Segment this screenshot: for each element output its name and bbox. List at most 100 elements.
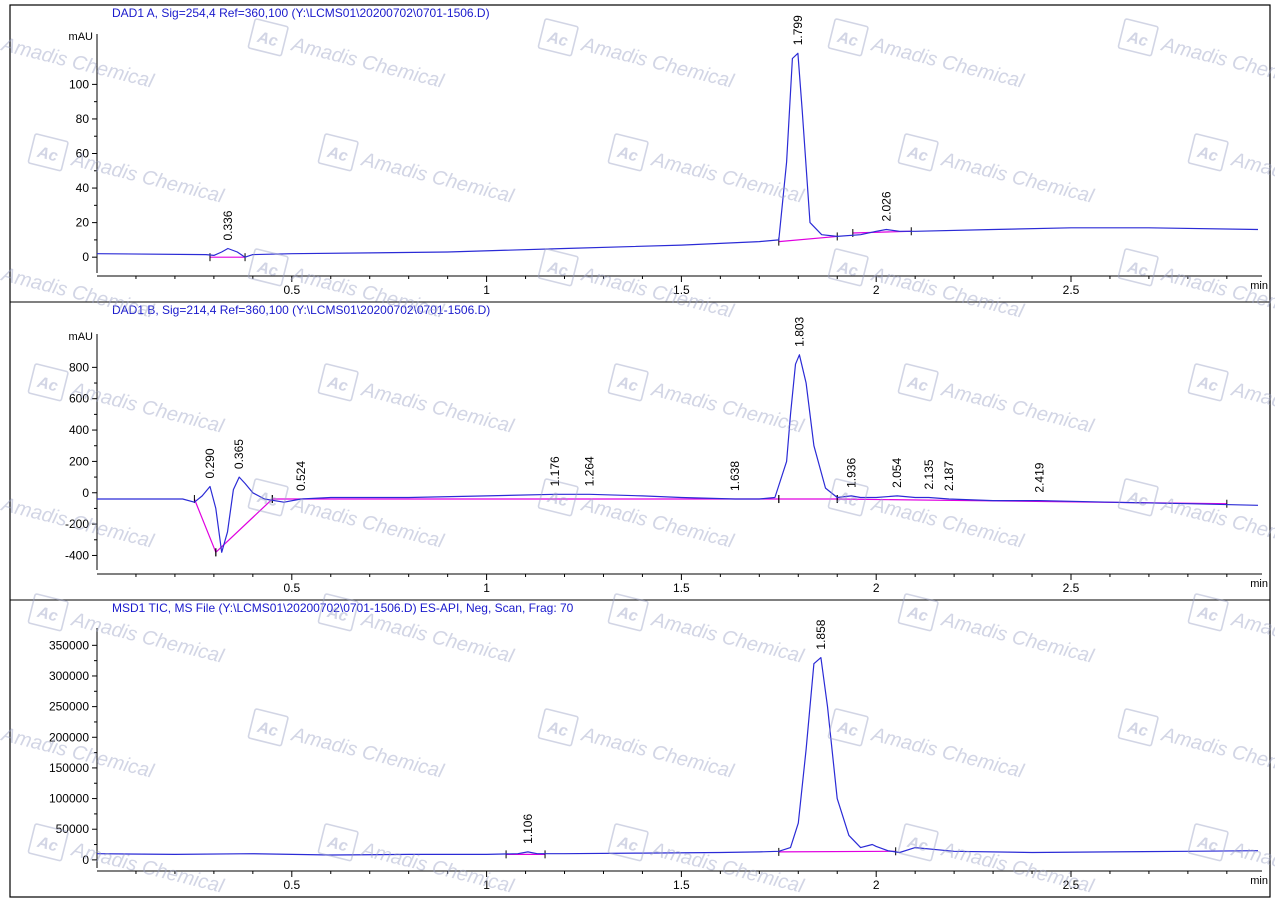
watermark-logo-box: [27, 133, 69, 172]
watermark-logo-box: [247, 248, 289, 287]
watermark-text: Amadis Chemical: [1229, 838, 1275, 897]
watermark-logo-text: Ac: [1195, 834, 1220, 856]
peak-label: 0.336: [221, 210, 235, 240]
watermark-logo-text: Ac: [615, 374, 640, 396]
watermark: Ac Amadis Chemical: [27, 363, 227, 438]
watermark-text: Amadis Chemical: [579, 493, 737, 552]
watermark-text: Amadis Chemical: [359, 378, 517, 437]
watermark-logo-text: Ac: [1125, 719, 1150, 741]
watermark-logo-box: [317, 133, 359, 172]
watermark-text: Amadis Chemical: [869, 33, 1027, 92]
x-tick-label: 1: [483, 283, 490, 297]
y-tick-label: 200000: [49, 730, 89, 744]
peak-label: 1.858: [814, 619, 828, 649]
watermark-logo-box: [1187, 363, 1229, 402]
y-tick-label: 0: [82, 250, 89, 264]
watermark-text: Amadis Chemical: [939, 608, 1097, 667]
chart-panel-2: DAD1 B, Sig=214,4 Ref=360,100 (Y:\LCMS01…: [10, 301, 1270, 595]
watermark-text: Amadis Chemical: [0, 263, 156, 322]
watermark-logo-box: [317, 363, 359, 402]
peak-label: 1.936: [844, 458, 858, 488]
chart-panel-3: MSD1 TIC, MS File (Y:\LCMS01\20200702\07…: [10, 599, 1270, 892]
chart-title: DAD1 B, Sig=214,4 Ref=360,100 (Y:\LCMS01…: [112, 303, 490, 317]
y-tick-label: 100: [69, 77, 89, 91]
watermark-logo-text: Ac: [835, 259, 860, 281]
y-tick-label: 100000: [49, 792, 89, 806]
baseline-segment: [778, 850, 896, 853]
x-tick-label: 2.5: [1063, 878, 1080, 892]
watermark-logo-text: Ac: [615, 144, 640, 166]
watermark-logo-text: Ac: [835, 719, 860, 741]
watermark-logo-text: Ac: [1195, 144, 1220, 166]
watermark-text: Amadis Chemical: [359, 148, 517, 207]
y-tick-label: 150000: [49, 761, 89, 775]
peak-label: 0.365: [232, 439, 246, 469]
watermark-text: Amadis Chemical: [1159, 493, 1275, 552]
series-trace: [97, 354, 1259, 553]
watermark-logo-box: [607, 593, 649, 632]
watermark-text: Amadis Chemical: [649, 608, 807, 667]
watermark-logo-box: [827, 18, 869, 57]
watermark-logo-text: Ac: [325, 374, 350, 396]
watermark-text: Amadis Chemical: [939, 148, 1097, 207]
watermark-logo-text: Ac: [545, 489, 570, 511]
peak-label: 1.803: [792, 316, 806, 346]
baseline-segment: [215, 498, 273, 553]
watermark-logo-box: [247, 18, 289, 57]
watermark-logo-box: [1117, 248, 1159, 287]
peak-label: 1.799: [791, 15, 805, 45]
watermark-logo-text: Ac: [835, 29, 860, 51]
watermark-logo-text: Ac: [905, 604, 930, 626]
watermark-logo-box: [897, 823, 939, 862]
series-trace: [96, 52, 1259, 258]
watermark-text: Amadis Chemical: [69, 608, 227, 667]
y-tick-label: 200: [69, 454, 89, 468]
chart-panel-1: DAD1 A, Sig=254,4 Ref=360,100 (Y:\LCMS01…: [69, 6, 1268, 297]
watermark-logo-text: Ac: [1195, 604, 1220, 626]
watermark-logo-text: Ac: [35, 374, 60, 396]
peak-label: 1.264: [582, 456, 596, 486]
watermark-logo-box: [827, 248, 869, 287]
watermark-text: Amadis Chemical: [359, 608, 517, 667]
x-tick-label: 2: [873, 878, 880, 892]
peak-label: 2.135: [922, 459, 936, 489]
watermark-logo-box: [537, 478, 579, 517]
watermark-logo-box: [607, 133, 649, 172]
watermark-text: Amadis Chemical: [1159, 33, 1275, 92]
peak-label: 0.524: [294, 461, 308, 491]
peak-label: 2.054: [890, 458, 904, 488]
watermark-text: Amadis Chemical: [289, 33, 447, 92]
watermark-text: Amadis Chemical: [1229, 608, 1275, 667]
watermark-logo-box: [27, 823, 69, 862]
watermark-logo-text: Ac: [255, 259, 280, 281]
y-tick-label: 800: [69, 360, 89, 374]
watermark-logo-text: Ac: [615, 834, 640, 856]
watermark-logo-text: Ac: [35, 144, 60, 166]
watermark-logo-text: Ac: [1125, 259, 1150, 281]
watermark-logo-text: Ac: [545, 259, 570, 281]
watermark-text: Amadis Chemical: [69, 378, 227, 437]
watermark-logo-text: Ac: [905, 144, 930, 166]
x-tick-label: 2.5: [1063, 581, 1080, 595]
watermark-logo-text: Ac: [615, 604, 640, 626]
y-tick-label: 50000: [56, 822, 90, 836]
watermark-text: Amadis Chemical: [869, 723, 1027, 782]
peak-label: 1.638: [728, 461, 742, 491]
y-tick-label: 80: [76, 112, 90, 126]
watermark-logo-text: Ac: [35, 604, 60, 626]
